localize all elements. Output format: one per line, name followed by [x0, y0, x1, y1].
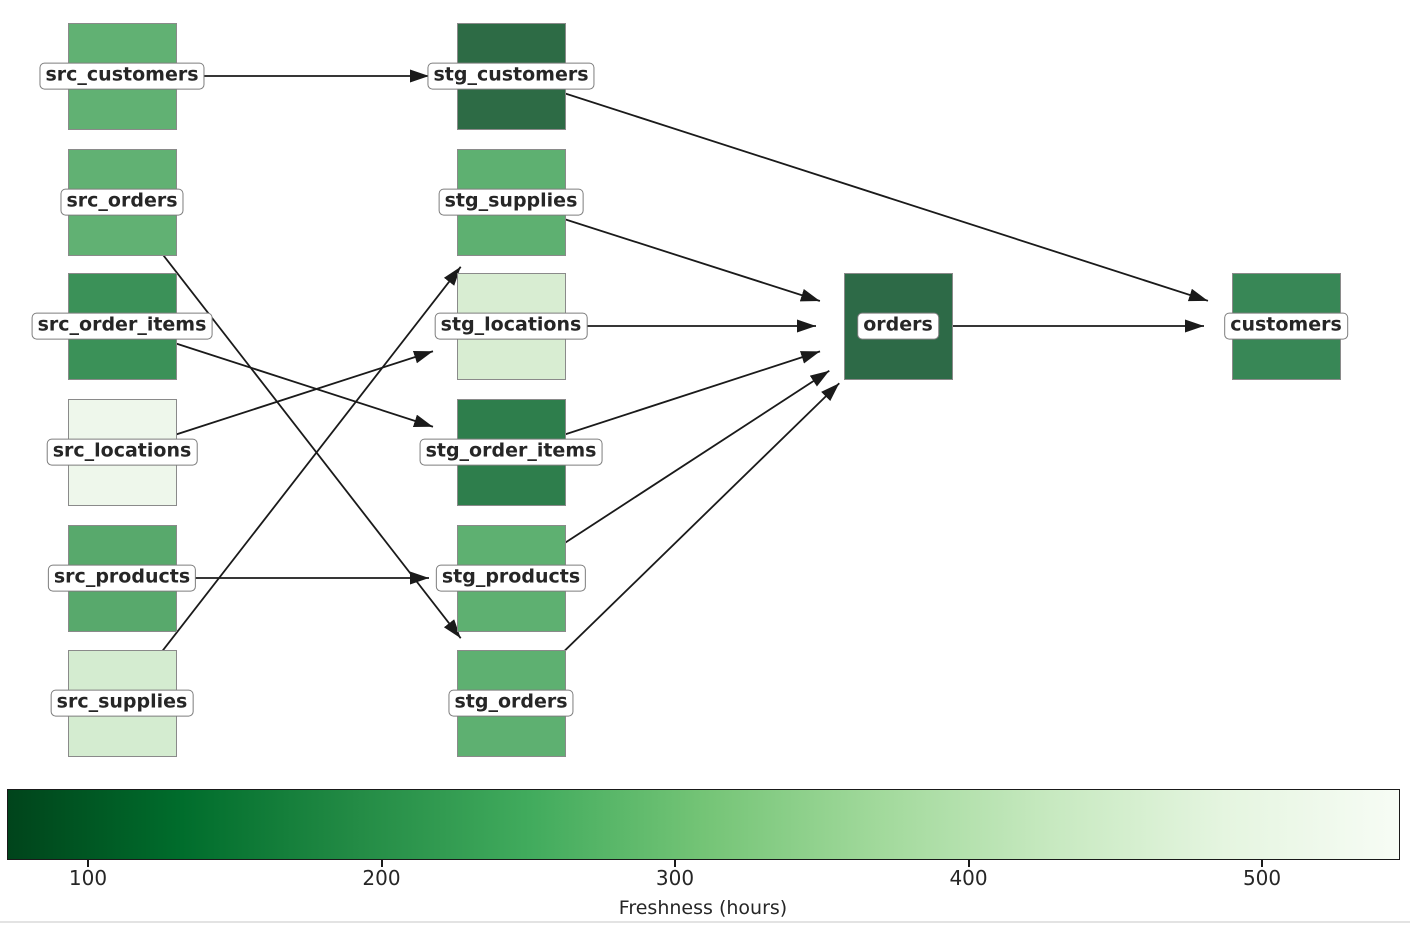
node-label-stg_locations: stg_locations [434, 312, 588, 340]
colorbar-tick [1261, 860, 1264, 867]
node-label-stg_customers: stg_customers [427, 62, 595, 90]
colorbar-tick-label: 100 [68, 866, 108, 890]
colorbar-gradient [7, 789, 1400, 860]
colorbar-tick [380, 860, 383, 867]
node-label-orders: orders [857, 312, 939, 340]
node-label-src_order_items: src_order_items [31, 312, 213, 340]
node-label-src_customers: src_customers [39, 62, 205, 90]
node-label-src_products: src_products [47, 564, 197, 592]
edge-stg_orders-to-orders [510, 382, 840, 704]
edge-stg_customers-to-customers [510, 75, 1209, 302]
colorbar-tick-label: 300 [655, 866, 695, 890]
colorbar-tick-label: 400 [949, 866, 988, 890]
node-label-src_orders: src_orders [60, 188, 184, 216]
colorbar-tick-label: 200 [362, 866, 401, 890]
colorbar-tick [967, 860, 970, 867]
node-label-stg_orders: stg_orders [448, 689, 574, 717]
figure-bottom-edge [0, 921, 1410, 923]
node-label-src_supplies: src_supplies [50, 689, 194, 717]
node-label-customers: customers [1224, 312, 1348, 340]
node-label-stg_order_items: stg_order_items [419, 438, 603, 466]
node-label-stg_products: stg_products [435, 564, 587, 592]
colorbar-axis-label: Freshness (hours) [618, 897, 788, 919]
colorbar-tick-label: 500 [1242, 866, 1282, 890]
colorbar-tick [674, 860, 677, 867]
node-label-src_locations: src_locations [46, 438, 198, 466]
colorbar-tick [87, 860, 89, 867]
node-label-stg_supplies: stg_supplies [438, 188, 584, 216]
edge-src_orders-to-stg_orders [121, 201, 462, 639]
edge-src_supplies-to-stg_supplies [121, 266, 462, 704]
